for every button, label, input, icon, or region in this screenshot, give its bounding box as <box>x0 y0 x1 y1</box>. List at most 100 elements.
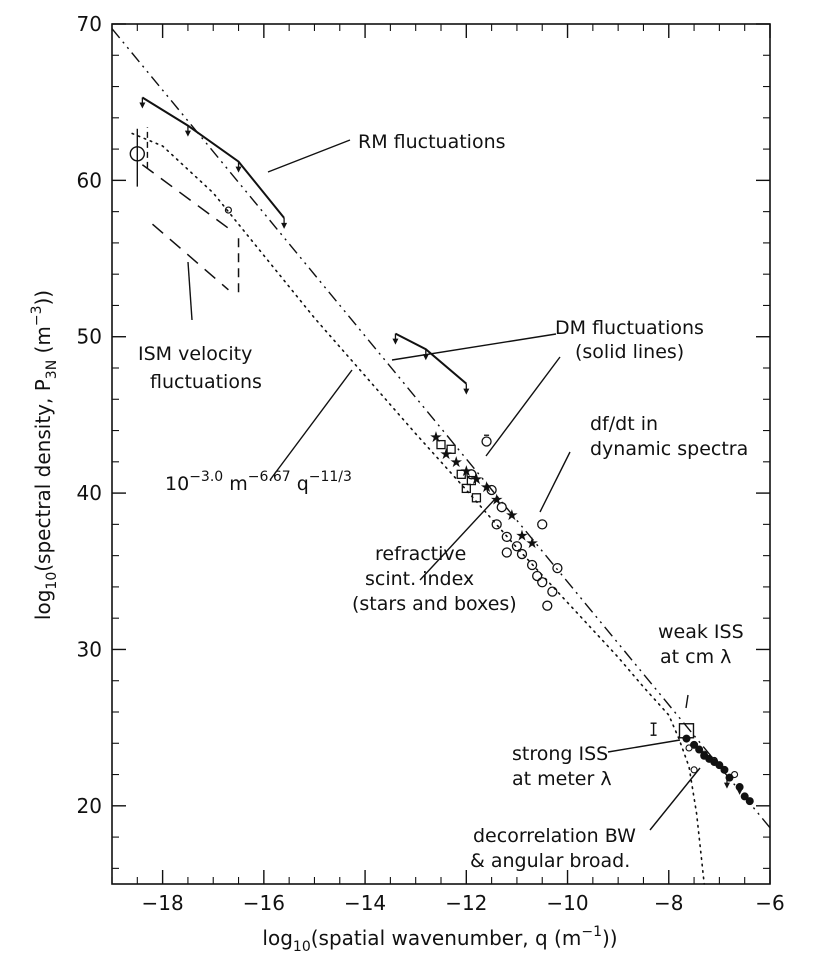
decorrelation-point <box>710 756 718 765</box>
dm-line <box>394 332 467 385</box>
leader-line <box>419 497 497 581</box>
annotation-rm: RM fluctuations <box>358 131 506 153</box>
annotation-dm2: (solid lines) <box>575 341 684 363</box>
dfdt-circle <box>501 547 512 558</box>
leader-line <box>539 451 571 513</box>
annotation-leaders <box>187 139 701 831</box>
box-marker <box>436 439 446 450</box>
x-axis-title: log10(spatial wavenumber, q (m−1)) <box>262 924 617 955</box>
box-marker <box>446 444 456 454</box>
ism-dashed-line <box>152 223 229 291</box>
y-axis-title: log10(spectral density, P3N (m−3)) <box>29 290 60 620</box>
annotation-ref2: scint. index <box>365 568 474 590</box>
leader-line <box>267 139 351 173</box>
y-tick-label: 30 <box>77 637 102 661</box>
x-tick-label: −12 <box>445 891 487 915</box>
dfdt-circle <box>552 562 563 574</box>
annotation-strong1: strong ISS <box>512 743 608 765</box>
strong-iss-upper-limit-head <box>736 788 743 795</box>
dfdt-circle <box>496 502 507 513</box>
power-law-line <box>111 28 771 829</box>
annotation-strong2: at meter λ <box>512 768 612 790</box>
strong-iss-point <box>740 792 749 801</box>
decorrelation-point <box>685 744 693 752</box>
y-tick-label: 70 <box>77 12 102 36</box>
y-tick-label: 60 <box>77 168 102 192</box>
annotation-weak1: weak ISS <box>658 621 744 643</box>
dfdt-circle <box>511 541 523 552</box>
box-marker <box>466 475 477 486</box>
annotation-ref3: (stars and boxes) <box>352 593 517 615</box>
decorrelation-point <box>731 770 739 779</box>
leader-line <box>685 694 689 709</box>
model-fit-label: 10−3.0 m−6.67 q−11/3 <box>165 469 352 495</box>
leader-line <box>485 356 561 457</box>
star-marker: ★ <box>439 445 452 463</box>
leader-line <box>187 261 193 321</box>
annotation-ref1: refractive <box>375 543 466 565</box>
annotation-ism2: fluctuations <box>150 371 262 393</box>
star-marker: ★ <box>505 506 518 524</box>
annotation-dec2: & angular broad. <box>470 850 630 872</box>
dfdt-circle <box>491 519 502 530</box>
star-marker: ★ <box>525 534 538 552</box>
annotation-ism1: ISM velocity <box>138 343 252 365</box>
rm-upper-limit-head <box>235 166 242 173</box>
strong-iss-point <box>720 765 729 774</box>
star-marker: ★ <box>429 428 442 446</box>
star-marker: ★ <box>480 478 493 496</box>
x-tick-label: −14 <box>344 891 386 915</box>
rm-line <box>141 96 285 219</box>
rm-upper-limit-head <box>184 130 191 137</box>
dfdt-circle <box>501 531 512 543</box>
annotation-df1: df/dt in <box>590 413 658 435</box>
x-tick-label: −8 <box>654 891 683 915</box>
annotations: RM fluctuations ISM velocity fluctuations D… <box>138 131 748 872</box>
leader-line <box>649 767 701 831</box>
strong-iss-point <box>682 734 691 743</box>
dfdt-circle <box>537 519 548 530</box>
box-marker <box>456 469 466 479</box>
dfdt-circle <box>481 436 492 447</box>
x-tick-label: −6 <box>755 891 784 915</box>
x-tick-label: −18 <box>142 891 184 915</box>
rm-upper-limit-head <box>139 102 146 109</box>
dfdt-circle <box>466 469 477 480</box>
strong-iss-point <box>745 797 754 806</box>
box-marker <box>461 483 471 494</box>
leader-line <box>269 369 353 481</box>
x-tick-label: −10 <box>546 891 588 915</box>
dfdt-circle <box>516 548 528 560</box>
annotation-df2: dynamic spectra <box>590 438 748 460</box>
annotation-dm1: DM fluctuations <box>555 317 704 339</box>
y-tick-label: 20 <box>77 794 102 818</box>
y-tick-label: 40 <box>77 481 102 505</box>
star-marker: ★ <box>490 490 503 508</box>
ism-open-point <box>224 206 233 214</box>
leader-line <box>607 739 681 753</box>
dfdt-circle <box>526 559 538 571</box>
dfdt-circle <box>547 586 558 597</box>
annotation-dec1: decorrelation BW <box>473 825 636 847</box>
star-marker: ★ <box>460 462 473 480</box>
box-marker <box>471 493 482 503</box>
strong-iss-point <box>695 745 704 754</box>
dm-upper-limit-head <box>463 388 470 395</box>
strong-iss-point <box>715 761 724 770</box>
rm-upper-limit-head <box>281 222 288 229</box>
y-tick-label: 50 <box>77 325 102 349</box>
dfdt-circle <box>542 600 553 611</box>
strong-iss-upper-limit-head <box>723 782 730 789</box>
dm-upper-limit-head <box>422 354 429 361</box>
dotted-model-curve <box>131 132 706 885</box>
dfdt-circle <box>486 484 497 496</box>
star-marker: ★ <box>515 526 528 544</box>
star-marker: ★ <box>449 453 462 471</box>
data-marks: ★★★★★★★★★★ <box>129 96 754 806</box>
dfdt-circle <box>537 577 548 588</box>
decorrelation-point <box>700 750 708 758</box>
star-marker: ★ <box>470 470 483 488</box>
annotation-weak2: at cm λ <box>660 646 731 668</box>
axis-ticks: −18 −16 −14 −12 −10 −8 −6 20 30 40 50 60 70 <box>77 12 785 915</box>
